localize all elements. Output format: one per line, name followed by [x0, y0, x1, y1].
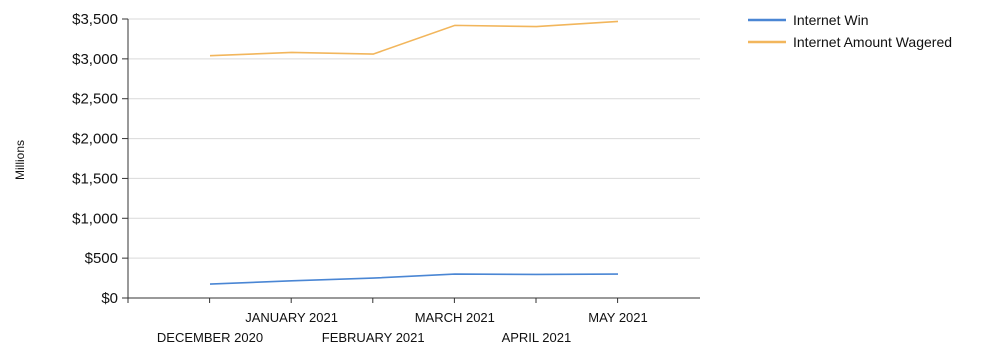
- x-tick-label: MAY 2021: [588, 310, 648, 325]
- y-tick-label: $1,000: [72, 210, 118, 227]
- series-line-internet-win: [209, 273, 619, 285]
- y-tick-label: $2,500: [72, 91, 118, 108]
- axes: [122, 18, 700, 303]
- series-line-internet-amount-wagered: [209, 20, 619, 57]
- x-tick-label: DECEMBER 2020: [157, 330, 263, 345]
- gridlines: [128, 18, 700, 259]
- series-lines: [209, 20, 619, 285]
- y-tick-label: $0: [101, 290, 118, 307]
- x-tick-label: APRIL 2021: [502, 330, 572, 345]
- y-tick-label: $3,000: [72, 51, 118, 68]
- x-tick-label: MARCH 2021: [415, 310, 495, 325]
- y-tick-label: $500: [85, 250, 118, 267]
- legend-label: Internet Win: [793, 12, 868, 28]
- legend-label: Internet Amount Wagered: [793, 34, 952, 50]
- axis-labels: $0 $500 $1,000 $1,500 $2,000 $2,500 $3,000 $3,5…: [72, 11, 648, 345]
- y-tick-label: $3,500: [72, 11, 118, 28]
- y-tick-label: $1,500: [72, 170, 118, 187]
- x-tick-label: JANUARY 2021: [245, 310, 338, 325]
- x-tick-label: FEBRUARY 2021: [322, 330, 425, 345]
- y-tick-label: $2,000: [72, 131, 118, 148]
- legend: Internet Win Internet Amount Wagered: [748, 12, 952, 50]
- y-axis-title: Millions: [13, 140, 27, 180]
